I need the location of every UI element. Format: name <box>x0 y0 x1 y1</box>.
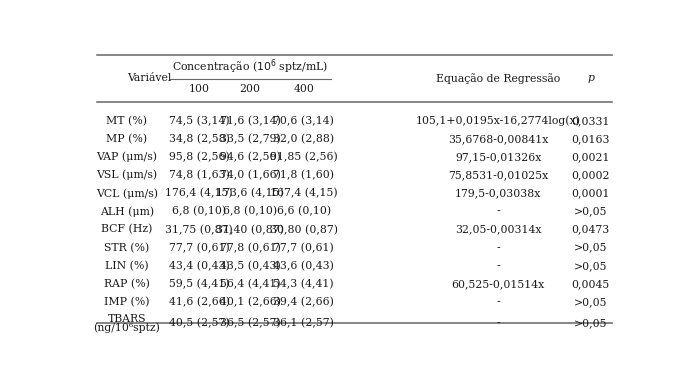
Text: STR (%): STR (%) <box>104 243 149 253</box>
Text: 0,0045: 0,0045 <box>572 279 610 289</box>
Text: 75,8531-0,01025x: 75,8531-0,01025x <box>448 170 548 180</box>
Text: 54,3 (4,41): 54,3 (4,41) <box>273 279 334 289</box>
Text: -: - <box>496 318 500 328</box>
Text: 74,8 (1,63): 74,8 (1,63) <box>169 170 230 180</box>
Text: 70,6 (3,14): 70,6 (3,14) <box>273 115 334 126</box>
Text: >0,05: >0,05 <box>574 261 608 271</box>
Text: VAP (μm/s): VAP (μm/s) <box>96 152 157 162</box>
Text: 33,5 (2,79): 33,5 (2,79) <box>219 134 280 144</box>
Text: RAP (%): RAP (%) <box>104 279 149 289</box>
Text: IMP (%): IMP (%) <box>104 297 149 307</box>
Text: 60,525-0,01514x: 60,525-0,01514x <box>451 279 545 289</box>
Text: VCL (μm/s): VCL (μm/s) <box>95 188 158 198</box>
Text: 39,4 (2,66): 39,4 (2,66) <box>273 297 334 307</box>
Text: 0,0001: 0,0001 <box>572 188 610 198</box>
Text: 30,80 (0,87): 30,80 (0,87) <box>270 224 338 235</box>
Text: 97,15-0,01326x: 97,15-0,01326x <box>455 152 541 162</box>
Text: 400: 400 <box>293 84 314 94</box>
Text: 77,7 (0,61): 77,7 (0,61) <box>169 243 230 253</box>
Text: 176,4 (4,15): 176,4 (4,15) <box>165 188 233 198</box>
Text: 0,0002: 0,0002 <box>572 170 610 180</box>
Text: 6,6 (0,10): 6,6 (0,10) <box>277 206 331 217</box>
Text: 100: 100 <box>189 84 210 94</box>
Text: 0,0163: 0,0163 <box>572 134 610 144</box>
Text: 95,8 (2,56): 95,8 (2,56) <box>169 152 230 162</box>
Text: >0,05: >0,05 <box>574 206 608 216</box>
Text: TBARS: TBARS <box>107 314 146 324</box>
Text: 31,40 (0,87): 31,40 (0,87) <box>216 224 284 235</box>
Text: 32,0 (2,88): 32,0 (2,88) <box>273 134 334 144</box>
Text: 74,5 (3,14): 74,5 (3,14) <box>169 115 230 126</box>
Text: p: p <box>587 73 594 83</box>
Text: -: - <box>496 243 500 253</box>
Text: ALH (μm): ALH (μm) <box>100 206 154 217</box>
Text: 173,6 (4,15): 173,6 (4,15) <box>216 188 284 198</box>
Text: 179,5-0,03038x: 179,5-0,03038x <box>455 188 541 198</box>
Text: 59,5 (4,41): 59,5 (4,41) <box>169 279 229 289</box>
Text: VSL (μm/s): VSL (μm/s) <box>96 170 157 180</box>
Text: 43,6 (0,43): 43,6 (0,43) <box>273 261 334 271</box>
Text: 36,1 (2,57): 36,1 (2,57) <box>273 318 334 328</box>
Text: 0,0473: 0,0473 <box>572 224 610 234</box>
Text: >0,05: >0,05 <box>574 318 608 328</box>
Text: 34,8 (2,58): 34,8 (2,58) <box>169 134 230 144</box>
Text: 167,4 (4,15): 167,4 (4,15) <box>270 188 338 198</box>
Text: 31,75 (0,87): 31,75 (0,87) <box>165 224 233 235</box>
Text: LIN (%): LIN (%) <box>105 261 149 271</box>
Text: >0,05: >0,05 <box>574 243 608 253</box>
Text: 0,0331: 0,0331 <box>572 116 610 126</box>
Text: MT (%): MT (%) <box>107 115 147 126</box>
Text: (ng/10⁶sptz): (ng/10⁶sptz) <box>93 322 160 333</box>
Text: Concentração ($10^6$ sptz/mL): Concentração ($10^6$ sptz/mL) <box>172 57 328 76</box>
Text: 32,05-0,00314x: 32,05-0,00314x <box>455 224 541 234</box>
Text: BCF (Hz): BCF (Hz) <box>101 224 152 235</box>
Text: 35,6768-0,00841x: 35,6768-0,00841x <box>448 134 548 144</box>
Text: 71,8 (1,60): 71,8 (1,60) <box>273 170 334 180</box>
Text: 91,85 (2,56): 91,85 (2,56) <box>270 152 338 162</box>
Text: Variável: Variável <box>127 73 171 83</box>
Text: 40,1 (2,66): 40,1 (2,66) <box>219 297 280 307</box>
Text: 36,5 (2,57): 36,5 (2,57) <box>219 318 280 328</box>
Text: 77,7 (0,61): 77,7 (0,61) <box>273 243 334 253</box>
Text: 94,6 (2,56): 94,6 (2,56) <box>219 152 280 162</box>
Text: 105,1+0,0195x-16,2774log(x): 105,1+0,0195x-16,2774log(x) <box>416 115 581 126</box>
Text: 43,5 (0,43): 43,5 (0,43) <box>219 261 280 271</box>
Text: 74,0 (1,66): 74,0 (1,66) <box>219 170 280 180</box>
Text: >0,05: >0,05 <box>574 297 608 307</box>
Text: -: - <box>496 261 500 271</box>
Text: 77,8 (0,61): 77,8 (0,61) <box>219 243 280 253</box>
Text: 71,6 (3,14): 71,6 (3,14) <box>219 115 280 126</box>
Text: Equação de Regressão: Equação de Regressão <box>436 73 561 83</box>
Text: MP (%): MP (%) <box>106 134 147 144</box>
Text: 43,4 (0,43): 43,4 (0,43) <box>169 261 230 271</box>
Text: 6,8 (0,10): 6,8 (0,10) <box>223 206 277 217</box>
Text: -: - <box>496 206 500 216</box>
Text: -: - <box>496 297 500 307</box>
Text: 56,4 (4,41): 56,4 (4,41) <box>220 279 280 289</box>
Text: 6,8 (0,10): 6,8 (0,10) <box>172 206 226 217</box>
Text: 200: 200 <box>239 84 261 94</box>
Text: 0,0021: 0,0021 <box>572 152 610 162</box>
Text: 41,6 (2,66): 41,6 (2,66) <box>169 297 230 307</box>
Text: 40,5 (2,57): 40,5 (2,57) <box>169 318 230 328</box>
